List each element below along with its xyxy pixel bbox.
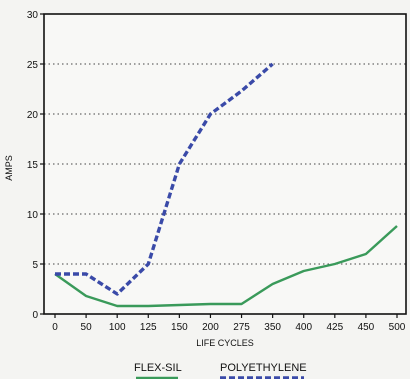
y-tick-label-5: 5 (32, 260, 38, 271)
x-tick-label-125: 125 (140, 322, 157, 333)
x-tick-label-350: 350 (264, 322, 281, 333)
x-tick-label-425: 425 (326, 322, 343, 333)
x-tick-label-200: 200 (202, 322, 219, 333)
y-tick-label-15: 15 (27, 160, 39, 171)
legend-label-polyethylene: POLYETHYLENE (220, 362, 307, 374)
y-tick-labels: 0 5 10 15 20 25 30 (27, 10, 44, 321)
y-tick-label-0: 0 (32, 310, 38, 321)
y-tick-label-20: 20 (27, 110, 39, 121)
x-tick-label-50: 50 (81, 322, 93, 333)
y-tick-label-30: 30 (27, 10, 39, 21)
x-tick-label-275: 275 (233, 322, 250, 333)
x-tick-label-0: 0 (52, 322, 58, 333)
y-tick-label-25: 25 (27, 60, 39, 71)
y-axis-label: AMPS (4, 155, 14, 181)
legend: FLEX-SIL POLYETHYLENE (134, 362, 307, 378)
x-tick-label-100: 100 (109, 322, 126, 333)
y-tick-label-10: 10 (27, 210, 39, 221)
x-tick-label-450: 450 (358, 322, 375, 333)
x-tick-label-500: 500 (389, 322, 406, 333)
x-tick-labels: 0 50 100 125 150 200 275 350 400 425 450 500 (52, 314, 406, 333)
x-tick-label-400: 400 (295, 322, 312, 333)
x-tick-label-150: 150 (171, 322, 188, 333)
x-axis-label: LIFE CYCLES (196, 338, 254, 348)
legend-label-flex-sil: FLEX-SIL (134, 362, 182, 374)
